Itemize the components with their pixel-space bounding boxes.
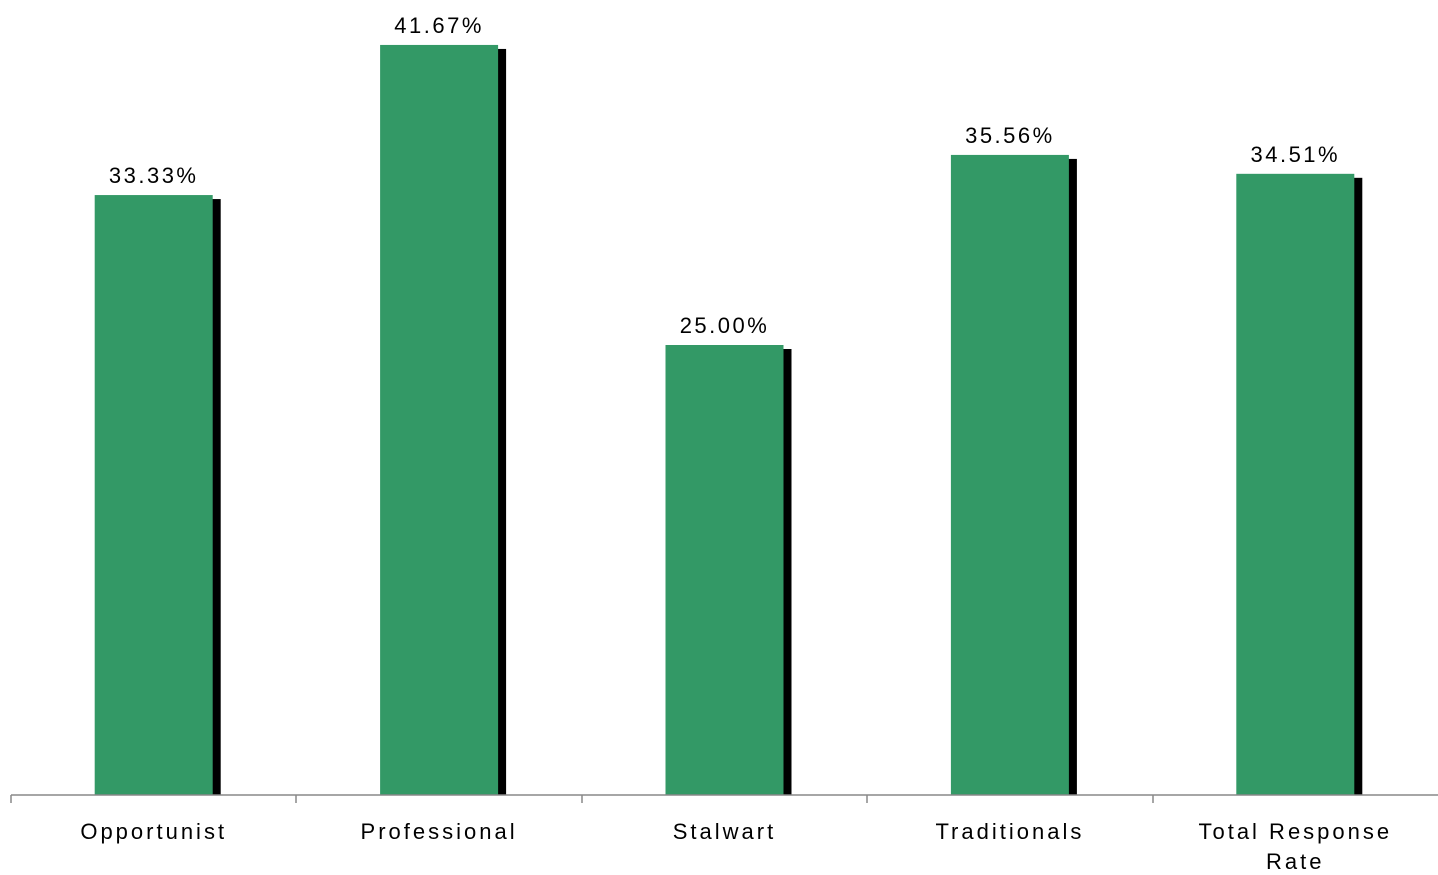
bar-opportunist xyxy=(94,195,213,795)
category-label: Professional xyxy=(361,819,518,844)
data-label: 33.33% xyxy=(109,163,199,188)
category-label: Stalwart xyxy=(673,819,776,844)
data-label: 25.00% xyxy=(680,313,770,338)
category-label: Traditionals xyxy=(935,819,1084,844)
category-label: Opportunist xyxy=(80,819,227,844)
bars xyxy=(94,44,1355,796)
bar-total-response-rate xyxy=(1236,173,1355,795)
data-labels: 33.33% 41.67% 25.00% 35.56% 34.51% xyxy=(109,13,1340,338)
category-labels: Opportunist Professional Stalwart Tradition… xyxy=(80,819,1392,874)
category-label: Rate xyxy=(1266,849,1324,874)
x-axis xyxy=(10,794,1438,803)
bar-traditionals xyxy=(950,154,1069,796)
bar-stalwart xyxy=(665,345,784,795)
data-label: 41.67% xyxy=(394,13,484,38)
data-label: 35.56% xyxy=(965,123,1055,148)
data-label: 34.51% xyxy=(1250,142,1340,167)
bar-professional xyxy=(380,44,499,795)
category-label: Total Response xyxy=(1198,819,1392,844)
